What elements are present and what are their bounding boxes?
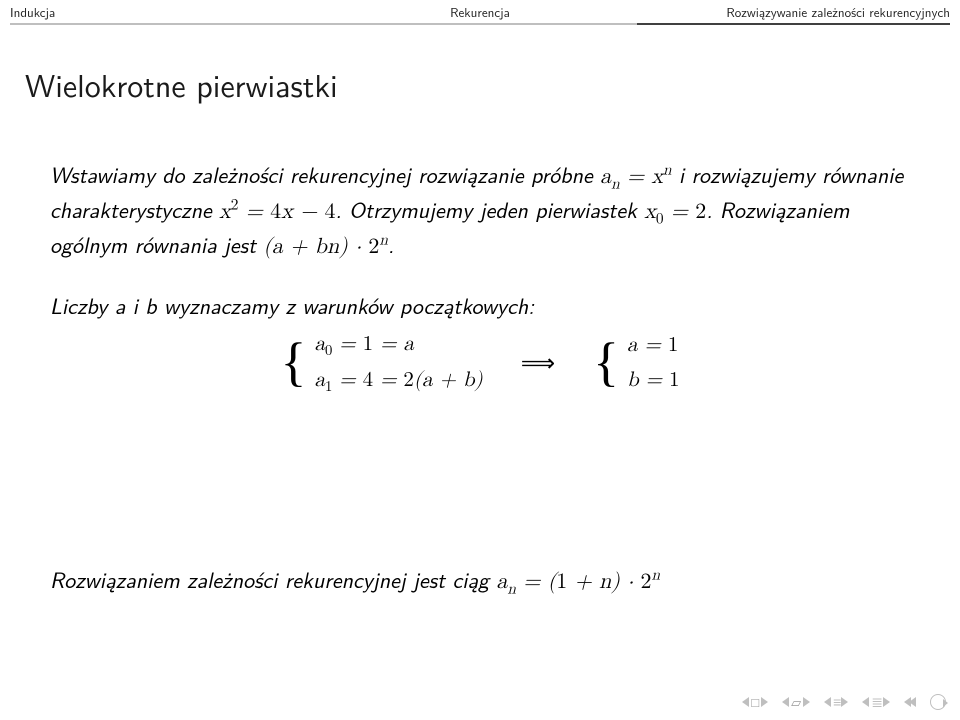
- section-bars-icon: ≣: [871, 692, 881, 712]
- eq-general-solution: (a + bn) · 2n: [263, 236, 388, 258]
- section-back-icon[interactable]: [862, 697, 869, 707]
- subsection-back-icon[interactable]: [782, 697, 789, 707]
- right-brace-icon: {: [593, 335, 619, 389]
- nav-section-group[interactable]: ≣: [862, 692, 890, 712]
- system-right: { a = 1 b = 1: [593, 332, 679, 395]
- nav-underline-rekurencja: [323, 23, 636, 25]
- para1-text-a: Wstawiamy do zależności rekurencyjnej ro…: [50, 158, 600, 190]
- section-forward-icon[interactable]: [883, 697, 890, 707]
- frame-icon: □: [751, 693, 759, 712]
- beamer-nav-symbols: □ ▱ ≡ ≣: [742, 692, 946, 712]
- paragraph-1: Wstawiamy do zależności rekurencyjnej ro…: [50, 160, 910, 263]
- para1-text-c: . Otrzymujemy jeden pierwiastek: [336, 193, 645, 225]
- subsection-forward-icon[interactable]: [803, 697, 810, 707]
- system-left-line2: a1 = 4 = 2(a + b): [314, 367, 482, 397]
- system-right-line1: a = 1: [627, 332, 679, 360]
- section-nav-underline: [0, 23, 960, 27]
- nav-doc-group[interactable]: [904, 697, 916, 707]
- subsection-icon: ▱: [791, 693, 801, 712]
- frame-back-icon[interactable]: [742, 697, 749, 707]
- nav-slide-group[interactable]: ≡: [824, 692, 848, 712]
- eq-root: x0 = 2: [644, 201, 706, 223]
- paragraph-2: Liczby a i b wyznaczamy z warunków począ…: [50, 291, 910, 321]
- nav-section-rekurencja[interactable]: Rekurencja: [450, 3, 510, 22]
- slide-bars-icon: ≡: [833, 692, 839, 712]
- eq-final-solution: an = (1 + n) · 2n: [496, 571, 660, 593]
- system-right-line2: b = 1: [627, 367, 679, 395]
- section-nav: Indukcja Rekurencja Rozwiązywanie zależn…: [0, 0, 960, 22]
- doc-back2-icon[interactable]: [909, 697, 916, 707]
- frame-forward-icon[interactable]: [761, 697, 768, 707]
- beamer-slide: Indukcja Rekurencja Rozwiązywanie zależn…: [0, 0, 960, 720]
- left-brace-icon: {: [281, 335, 307, 389]
- frame-body: Wstawiamy do zależności rekurencyjnej ro…: [50, 160, 910, 397]
- eq-trial-solution: an = xn: [600, 166, 671, 188]
- final-text: Rozwiązaniem zależności rekurencyjnej je…: [50, 563, 496, 595]
- nav-underline-rozwiazywanie: [637, 23, 950, 25]
- nav-section-indukcja[interactable]: Indukcja: [10, 3, 55, 22]
- nav-underline-indukcja: [10, 23, 323, 25]
- nav-subsection-group[interactable]: ▱: [782, 693, 810, 712]
- implies-arrow-icon: ⟹: [521, 348, 555, 380]
- undo-icon[interactable]: [930, 694, 946, 710]
- nav-section-rozwiazywanie[interactable]: Rozwiązywanie zależności rekurencyjnych: [726, 3, 950, 22]
- system-left: { a0 = 1 = a a1 = 4 = 2(a + b): [281, 331, 483, 397]
- nav-frame-group[interactable]: □: [742, 693, 768, 712]
- slide-back-icon[interactable]: [824, 697, 831, 707]
- initial-conditions-system: { a0 = 1 = a a1 = 4 = 2(a + b) ⟹ { a = 1…: [50, 331, 910, 397]
- system-left-line1: a0 = 1 = a: [314, 331, 482, 361]
- slide-forward-icon[interactable]: [841, 697, 848, 707]
- eq-characteristic: x2 = 4x − 4: [219, 201, 335, 223]
- frame-title: Wielokrotne pierwiastki: [25, 60, 338, 107]
- paragraph-final: Rozwiązaniem zależności rekurencyjnej je…: [50, 565, 910, 600]
